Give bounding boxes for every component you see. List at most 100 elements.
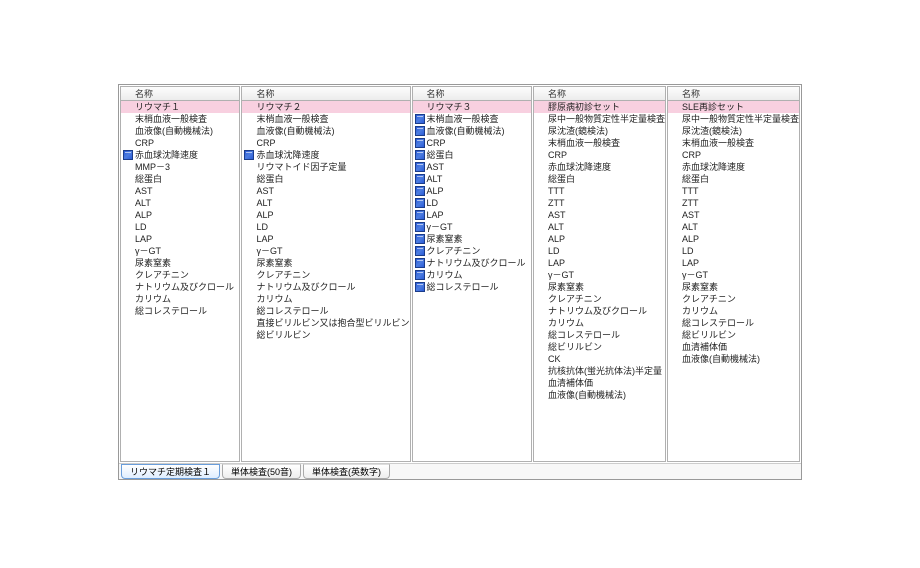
list-item[interactable]: TTT bbox=[534, 185, 665, 197]
list-item[interactable]: 尿素窒素 bbox=[413, 233, 531, 245]
list-item[interactable]: LAP bbox=[242, 233, 409, 245]
list-item[interactable]: 総ビリルビン bbox=[534, 341, 665, 353]
list-item[interactable]: 総コレステロール bbox=[242, 305, 409, 317]
list-item[interactable]: 赤血球沈降速度 bbox=[668, 161, 799, 173]
list-item[interactable]: AST bbox=[413, 161, 531, 173]
list-item[interactable]: CRP bbox=[242, 137, 409, 149]
list-item[interactable]: クレアチニン bbox=[668, 293, 799, 305]
list-item[interactable]: 尿沈渣(鏡検法) bbox=[534, 125, 665, 137]
list-item[interactable]: 尿素窒素 bbox=[668, 281, 799, 293]
list-item[interactable]: ナトリウム及びクロール bbox=[242, 281, 409, 293]
list-item[interactable]: 末梢血液一般検査 bbox=[534, 137, 665, 149]
list-item[interactable]: ALP bbox=[413, 185, 531, 197]
list-item[interactable]: 尿沈渣(鏡検法) bbox=[668, 125, 799, 137]
list-item[interactable]: 血液像(自動機械法) bbox=[242, 125, 409, 137]
column-header[interactable]: 名称 bbox=[534, 87, 665, 101]
list-item[interactable]: 総コレステロール bbox=[121, 305, 239, 317]
list-item[interactable]: TTT bbox=[668, 185, 799, 197]
list-item[interactable]: ALP bbox=[534, 233, 665, 245]
list-item[interactable]: 末梢血液一般検査 bbox=[121, 113, 239, 125]
list-item[interactable]: 総コレステロール bbox=[534, 329, 665, 341]
list-item[interactable]: MMP－3 bbox=[121, 161, 239, 173]
list-item[interactable]: LD bbox=[668, 245, 799, 257]
list-item[interactable]: 血液像(自動機械法) bbox=[534, 389, 665, 401]
list-item[interactable]: γ－GT bbox=[242, 245, 409, 257]
list-item[interactable]: CRP bbox=[534, 149, 665, 161]
list-item[interactable]: リウマチ２ bbox=[242, 101, 409, 113]
list-item[interactable]: SLE再診セット bbox=[668, 101, 799, 113]
tab-1[interactable]: 単体検査(50音) bbox=[222, 464, 301, 479]
list-item[interactable]: リウマチ３ bbox=[413, 101, 531, 113]
list-item[interactable]: 総蛋白 bbox=[534, 173, 665, 185]
list-item[interactable]: 尿素窒素 bbox=[121, 257, 239, 269]
list-item[interactable]: γ－GT bbox=[534, 269, 665, 281]
list-item[interactable]: ALT bbox=[413, 173, 531, 185]
list-item[interactable]: カリウム bbox=[534, 317, 665, 329]
list-item[interactable]: ZTT bbox=[668, 197, 799, 209]
list-item[interactable]: 赤血球沈降速度 bbox=[242, 149, 409, 161]
list-item[interactable]: 末梢血液一般検査 bbox=[668, 137, 799, 149]
list-item[interactable]: ALP bbox=[242, 209, 409, 221]
list-item[interactable]: 総蛋白 bbox=[242, 173, 409, 185]
list-item[interactable]: γ－GT bbox=[413, 221, 531, 233]
list-item[interactable]: 赤血球沈降速度 bbox=[534, 161, 665, 173]
list-item[interactable]: ALT bbox=[121, 197, 239, 209]
list-item[interactable]: 末梢血液一般検査 bbox=[413, 113, 531, 125]
list-item[interactable]: リウマトイド因子定量 bbox=[242, 161, 409, 173]
list-item[interactable]: ALP bbox=[121, 209, 239, 221]
list-item[interactable]: 総ビリルビン bbox=[668, 329, 799, 341]
list-item[interactable]: 尿素窒素 bbox=[534, 281, 665, 293]
list-item[interactable]: 尿素窒素 bbox=[242, 257, 409, 269]
list-item[interactable]: 赤血球沈降速度 bbox=[121, 149, 239, 161]
list-item[interactable]: LD bbox=[534, 245, 665, 257]
list-item[interactable]: ALT bbox=[242, 197, 409, 209]
list-item[interactable]: LD bbox=[242, 221, 409, 233]
list-item[interactable]: LAP bbox=[121, 233, 239, 245]
list-item[interactable]: 抗核抗体(蛍光抗体法)半定量 bbox=[534, 365, 665, 377]
list-item[interactable]: カリウム bbox=[413, 269, 531, 281]
list-item[interactable]: 膠原病初診セット bbox=[534, 101, 665, 113]
list-item[interactable]: 尿中一般物質定性半定量検査 bbox=[668, 113, 799, 125]
list-item[interactable]: LAP bbox=[413, 209, 531, 221]
list-item[interactable]: CRP bbox=[121, 137, 239, 149]
list-item[interactable]: ナトリウム及びクロール bbox=[534, 305, 665, 317]
list-item[interactable]: 尿中一般物質定性半定量検査 bbox=[534, 113, 665, 125]
list-item[interactable]: 総蛋白 bbox=[668, 173, 799, 185]
list-item[interactable]: CK bbox=[534, 353, 665, 365]
list-item[interactable]: 総コレステロール bbox=[413, 281, 531, 293]
list-item[interactable]: γ－GT bbox=[668, 269, 799, 281]
list-item[interactable]: カリウム bbox=[121, 293, 239, 305]
list-item[interactable]: LAP bbox=[534, 257, 665, 269]
column-header[interactable]: 名称 bbox=[121, 87, 239, 101]
list-item[interactable]: カリウム bbox=[242, 293, 409, 305]
list-item[interactable]: カリウム bbox=[668, 305, 799, 317]
list-item[interactable]: クレアチニン bbox=[413, 245, 531, 257]
list-item[interactable]: AST bbox=[668, 209, 799, 221]
list-item[interactable]: 血清補体価 bbox=[534, 377, 665, 389]
list-item[interactable]: AST bbox=[242, 185, 409, 197]
list-item[interactable]: 直接ビリルビン又は抱合型ビリルビン bbox=[242, 317, 409, 329]
list-item[interactable]: 血液像(自動機械法) bbox=[668, 353, 799, 365]
list-item[interactable]: CRP bbox=[413, 137, 531, 149]
column-header[interactable]: 名称 bbox=[242, 87, 409, 101]
list-item[interactable]: リウマチ１ bbox=[121, 101, 239, 113]
tab-0[interactable]: リウマチ定期検査１ bbox=[121, 464, 220, 479]
list-item[interactable]: ALT bbox=[668, 221, 799, 233]
list-item[interactable]: 総蛋白 bbox=[121, 173, 239, 185]
list-item[interactable]: ナトリウム及びクロール bbox=[121, 281, 239, 293]
list-item[interactable]: 総コレステロール bbox=[668, 317, 799, 329]
list-item[interactable]: 血液像(自動機械法) bbox=[121, 125, 239, 137]
list-item[interactable]: LAP bbox=[668, 257, 799, 269]
list-item[interactable]: AST bbox=[121, 185, 239, 197]
list-item[interactable]: クレアチニン bbox=[534, 293, 665, 305]
list-item[interactable]: 血液像(自動機械法) bbox=[413, 125, 531, 137]
column-header[interactable]: 名称 bbox=[668, 87, 799, 101]
list-item[interactable]: ALP bbox=[668, 233, 799, 245]
column-header[interactable]: 名称 bbox=[413, 87, 531, 101]
list-item[interactable]: クレアチニン bbox=[121, 269, 239, 281]
list-item[interactable]: ZTT bbox=[534, 197, 665, 209]
tab-2[interactable]: 単体検査(英数字) bbox=[303, 464, 390, 479]
list-item[interactable]: 総ビリルビン bbox=[242, 329, 409, 341]
list-item[interactable]: ナトリウム及びクロール bbox=[413, 257, 531, 269]
list-item[interactable]: CRP bbox=[668, 149, 799, 161]
